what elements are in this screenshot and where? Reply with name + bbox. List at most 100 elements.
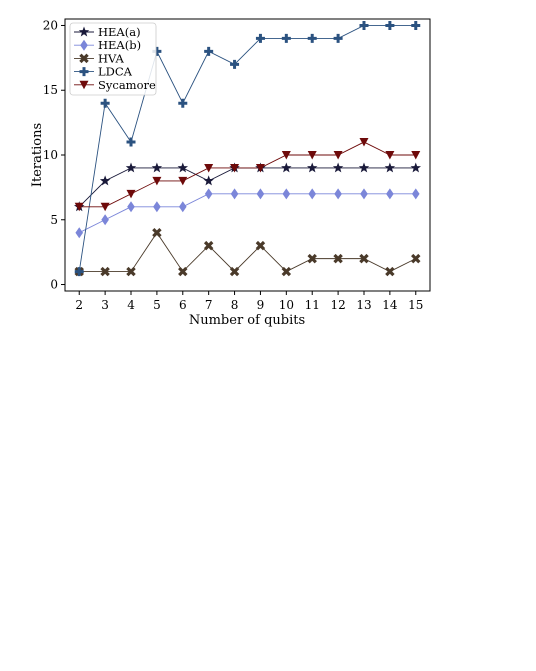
data-point — [411, 253, 421, 264]
data-point — [178, 176, 188, 186]
data-point — [204, 46, 214, 56]
data-point — [203, 240, 214, 251]
data-point — [127, 201, 135, 213]
y-tick-label: 15 — [43, 83, 58, 97]
data-point — [385, 151, 395, 160]
data-point — [411, 188, 420, 200]
series-line — [78, 167, 416, 208]
data-point — [411, 151, 421, 160]
x-axis-label: Number of qubits — [189, 313, 305, 328]
legend-marker — [79, 53, 89, 64]
data-point — [281, 266, 292, 277]
data-point — [256, 188, 265, 200]
y-tick-label: 20 — [43, 18, 58, 32]
y-tick-label: 10 — [43, 148, 58, 162]
data-point — [333, 33, 343, 43]
y-tick-label: 5 — [50, 213, 58, 227]
data-point — [359, 20, 369, 30]
legend-box — [69, 22, 157, 96]
data-point — [178, 266, 188, 277]
x-tick-label: 14 — [382, 298, 398, 312]
x-tick-label: 7 — [205, 298, 213, 312]
data-point — [100, 98, 110, 108]
data-point — [306, 162, 318, 173]
data-point — [358, 162, 370, 173]
data-point — [178, 98, 188, 108]
data-point — [178, 201, 187, 213]
legend-label: HEA(b) — [98, 38, 141, 52]
x-tick-label: 5 — [153, 298, 161, 312]
data-point — [281, 151, 291, 160]
data-point — [99, 175, 111, 186]
legend-marker — [79, 80, 89, 90]
data-point — [334, 188, 342, 200]
data-point — [230, 59, 240, 69]
x-tick-label: 12 — [330, 298, 345, 312]
data-point — [204, 163, 214, 173]
data-point — [126, 189, 136, 199]
data-point — [255, 33, 265, 43]
data-point — [255, 163, 265, 173]
data-point — [126, 266, 136, 277]
data-point — [74, 267, 84, 277]
data-point — [151, 162, 163, 173]
data-point — [307, 33, 317, 43]
data-point — [308, 188, 317, 200]
x-tick-label: 11 — [305, 298, 320, 312]
data-point — [230, 188, 239, 200]
x-tick-label: 15 — [408, 298, 423, 312]
legend-label: Sycamore — [98, 78, 156, 92]
legend-label: HVA — [98, 51, 125, 65]
data-point — [359, 253, 369, 264]
x-tick-label: 2 — [75, 298, 83, 312]
data-point — [255, 240, 266, 251]
x-tick-label: 3 — [101, 298, 109, 312]
data-point — [359, 138, 369, 147]
y-axis-label: Iterations — [30, 123, 45, 187]
x-tick-label: 8 — [231, 298, 239, 312]
data-point — [307, 151, 317, 160]
x-tick-label: 4 — [127, 298, 135, 312]
data-point — [177, 162, 189, 173]
series-line — [79, 193, 416, 234]
data-point — [126, 137, 136, 147]
data-point — [333, 253, 343, 264]
series-line — [79, 231, 416, 273]
data-point — [125, 162, 137, 173]
y-tick-label: 0 — [50, 278, 58, 292]
data-point — [307, 253, 317, 264]
data-point — [281, 162, 292, 173]
data-point — [360, 188, 368, 200]
data-point — [281, 33, 291, 43]
data-point — [333, 151, 343, 160]
data-point — [100, 266, 110, 277]
data-point — [385, 20, 395, 30]
legend-marker — [80, 39, 88, 51]
data-point — [229, 266, 240, 277]
series-line — [78, 25, 416, 272]
data-point — [75, 227, 84, 239]
data-point — [101, 214, 109, 226]
series-line — [79, 141, 416, 208]
data-point — [386, 188, 394, 200]
data-point — [203, 175, 214, 186]
data-point — [74, 202, 84, 212]
x-tick-label: 6 — [179, 298, 187, 312]
x-tick-label: 13 — [356, 298, 371, 312]
data-point — [410, 162, 421, 173]
x-tick-label: 9 — [257, 298, 265, 312]
data-point — [385, 266, 395, 277]
data-point — [411, 20, 421, 30]
legend-marker — [79, 67, 89, 77]
data-point — [152, 227, 162, 238]
data-point — [332, 162, 344, 173]
data-point — [204, 188, 213, 200]
legend-label: HEA(a) — [98, 25, 141, 39]
data-point — [100, 202, 110, 212]
legend-marker — [78, 26, 90, 37]
x-tick-label: 10 — [279, 298, 294, 312]
data-point — [153, 201, 161, 213]
data-point — [152, 176, 162, 186]
data-point — [282, 188, 291, 200]
